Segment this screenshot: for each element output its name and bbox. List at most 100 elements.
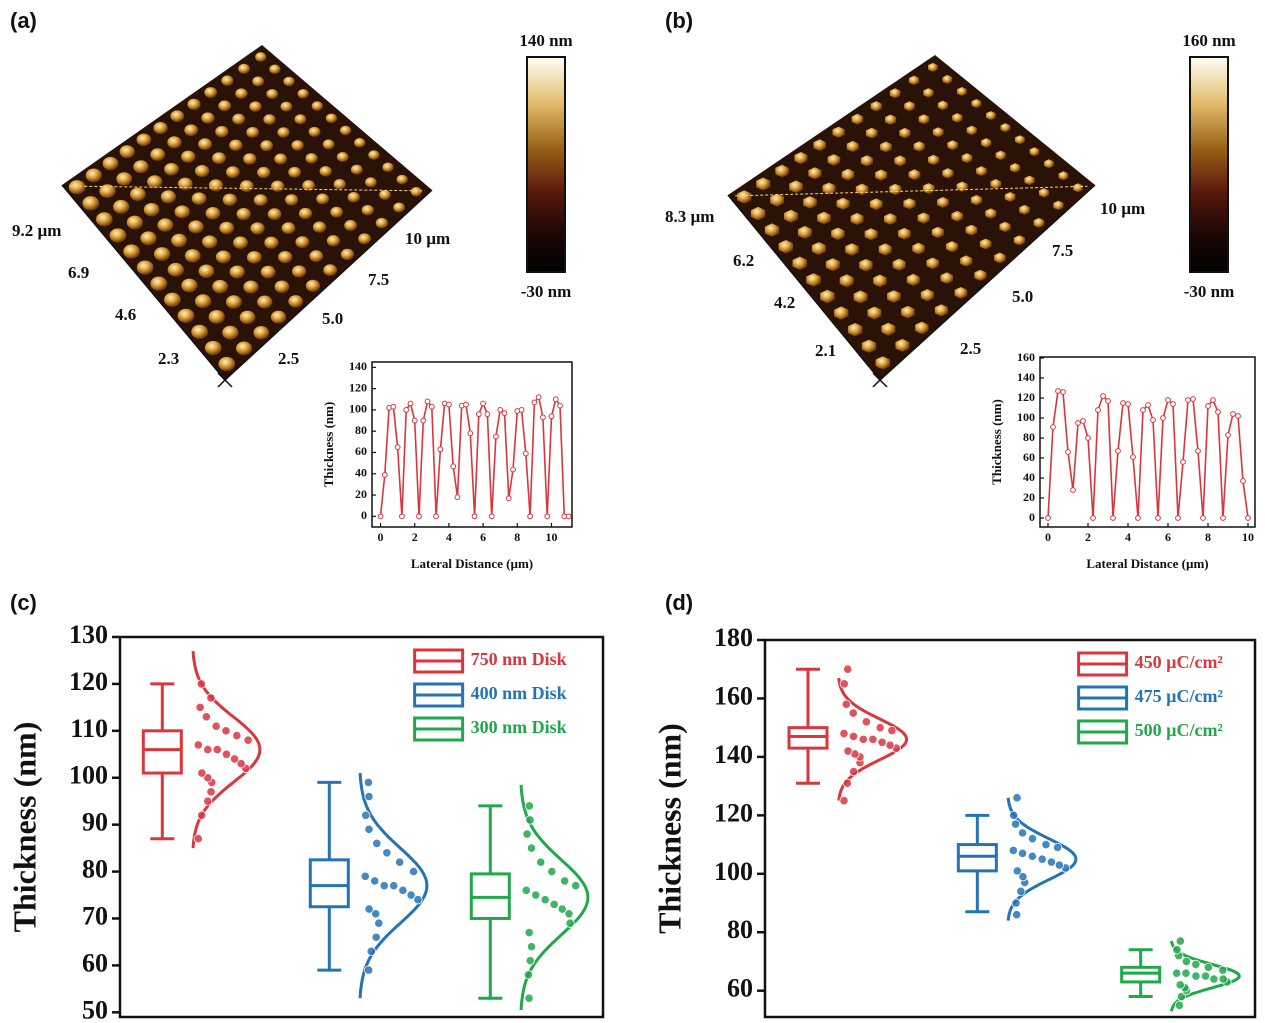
x-tick-label: 4 — [446, 530, 452, 544]
data-point — [1100, 393, 1106, 399]
afm-feature — [238, 63, 250, 74]
afm-feature — [164, 292, 181, 307]
afm-feature — [246, 126, 260, 138]
afm-feature — [278, 251, 293, 264]
afm-feature — [860, 155, 873, 167]
afm-feature — [954, 287, 968, 299]
data-point — [1135, 515, 1141, 521]
afm-feature — [222, 193, 237, 206]
data-point — [565, 918, 575, 928]
data-point — [363, 777, 373, 788]
afm-axis-label: 2.5 — [278, 349, 299, 368]
data-point — [1172, 968, 1182, 978]
afm-feature — [361, 204, 374, 216]
series-line — [379, 395, 569, 518]
afm-feature — [878, 243, 892, 256]
data-point — [1175, 515, 1181, 521]
afm-feature — [986, 111, 996, 121]
data-point — [525, 956, 535, 966]
afm-feature — [1073, 183, 1083, 193]
data-point — [193, 740, 203, 750]
afm-axis-label: 4.6 — [115, 305, 136, 324]
afm-feature — [1038, 188, 1050, 198]
afm-feature — [899, 127, 911, 139]
afm-feature — [926, 257, 939, 270]
afm-feature — [136, 260, 154, 275]
data-point — [232, 730, 242, 741]
afm-feature — [109, 228, 127, 243]
afm-axis-label: 2.3 — [158, 349, 179, 368]
y-tick-label: 60 — [727, 974, 753, 1003]
afm-feature — [839, 274, 854, 288]
data-point — [1245, 515, 1251, 521]
y-tick-label: 60 — [355, 444, 367, 458]
data-point — [843, 664, 853, 674]
afm-feature — [971, 99, 982, 108]
data-point — [839, 679, 849, 689]
afm-feature — [222, 325, 239, 340]
afm-feature — [884, 213, 897, 225]
afm-feature — [201, 112, 215, 124]
afm-feature — [257, 166, 271, 179]
data-point — [1090, 515, 1096, 521]
afm-feature — [820, 289, 835, 304]
afm-feature — [946, 241, 959, 253]
afm-feature — [260, 140, 274, 152]
data-point — [446, 401, 452, 408]
legend-label: 475 µC/cm² — [1135, 686, 1223, 706]
data-point — [549, 899, 559, 910]
afm-axis-label: 6.9 — [68, 263, 89, 282]
afm-axis-label: 2.5 — [960, 339, 981, 358]
data-point — [843, 746, 853, 756]
afm-feature — [298, 207, 313, 220]
data-point — [1170, 401, 1176, 407]
afm-feature — [985, 208, 997, 219]
afm-feature — [291, 265, 307, 278]
afm-axis-cross — [872, 372, 888, 388]
afm-feature — [966, 125, 977, 136]
data-point — [399, 513, 405, 520]
plot-frame — [118, 635, 605, 1019]
data-point — [526, 942, 537, 952]
data-point — [1172, 945, 1182, 955]
afm-feature — [901, 305, 915, 319]
afm-feature — [212, 279, 229, 294]
afm-feature — [311, 101, 323, 111]
y-tick-label: 0 — [1029, 510, 1035, 524]
afm-feature — [813, 139, 826, 151]
data-point — [510, 466, 516, 473]
x-tick-label: 4 — [1125, 530, 1131, 544]
data-point — [1160, 415, 1166, 421]
afm-axis-label: 5.0 — [1012, 287, 1033, 306]
afm-feature — [847, 323, 863, 337]
afm-feature — [184, 124, 199, 136]
afm-feature — [928, 154, 940, 166]
data-point — [371, 932, 381, 942]
data-point — [1174, 1000, 1185, 1010]
afm-feature — [937, 100, 948, 111]
afm-feature — [257, 295, 273, 309]
data-point — [203, 796, 213, 806]
afm-feature — [999, 221, 1011, 233]
y-tick-label: 20 — [1023, 490, 1035, 504]
afm-feature — [143, 202, 160, 217]
data-point — [193, 834, 203, 844]
afm-feature — [792, 256, 807, 270]
afm-feature — [225, 295, 242, 309]
afm-feature — [136, 133, 152, 147]
afm-feature — [340, 248, 355, 261]
afm-feature — [770, 193, 785, 207]
data-point — [522, 829, 532, 839]
afm-feature — [358, 233, 372, 245]
afm-feature — [95, 212, 113, 227]
afm-feature — [319, 166, 332, 177]
data-point — [552, 396, 559, 403]
afm-feature — [233, 236, 248, 249]
afm-feature — [965, 224, 978, 236]
afm-feature — [264, 236, 279, 249]
afm-feature — [794, 152, 808, 165]
x-tick-label: 8 — [1205, 530, 1211, 544]
afm-feature — [942, 74, 953, 84]
data-point — [390, 403, 397, 410]
data-point — [361, 810, 371, 820]
